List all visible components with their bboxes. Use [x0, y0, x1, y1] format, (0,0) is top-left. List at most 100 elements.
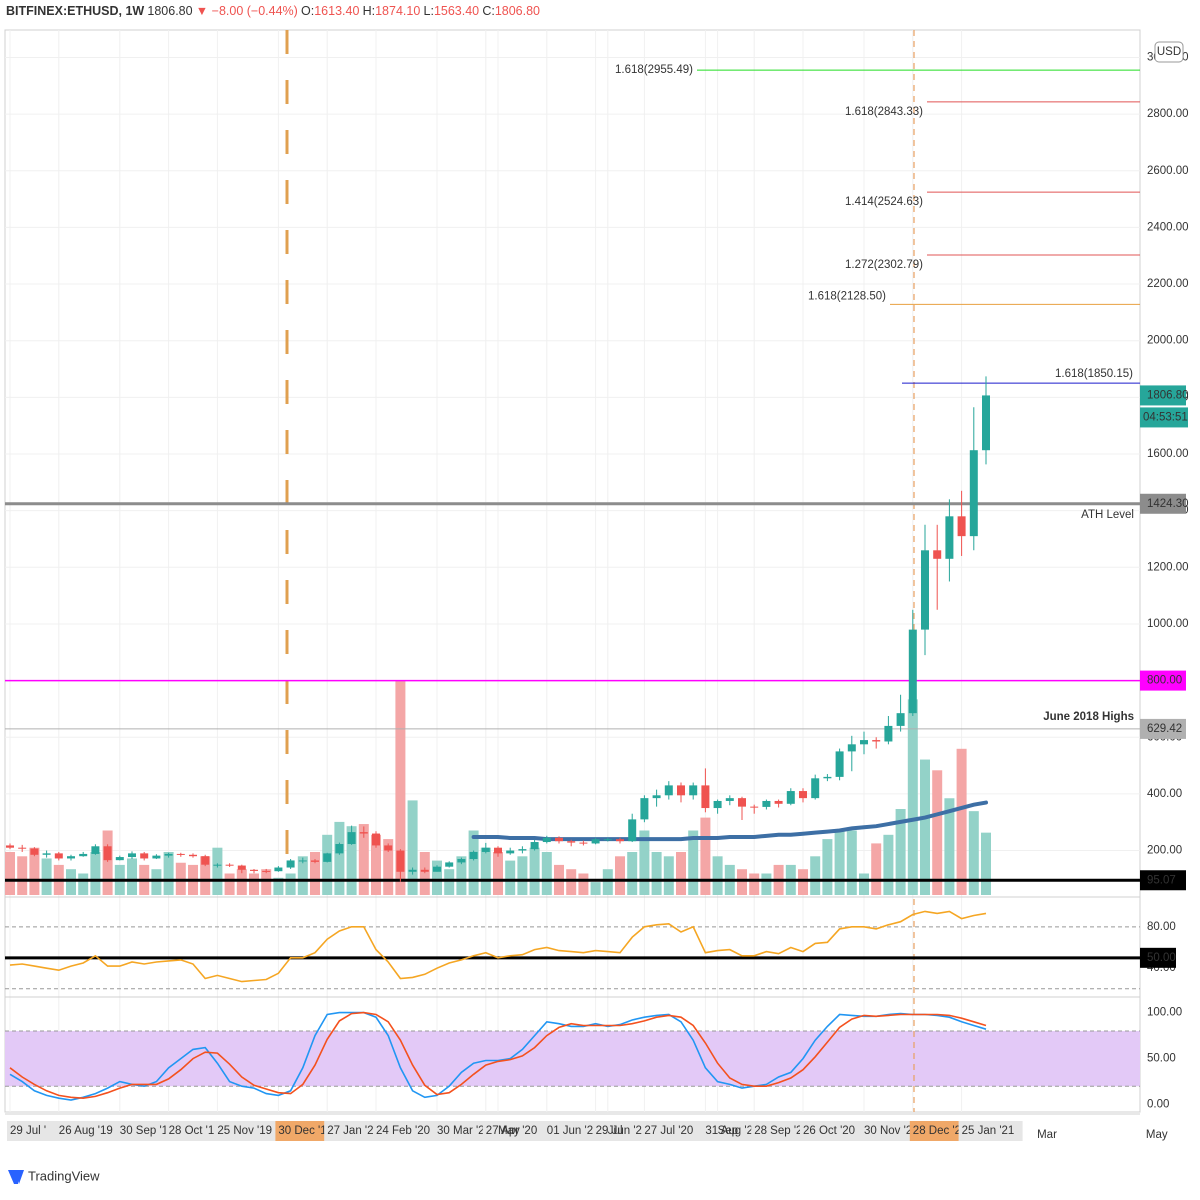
volume-bar: [41, 858, 52, 895]
volume-bar: [127, 858, 137, 895]
countdown-tag: [1140, 407, 1188, 428]
candle-body: [176, 853, 185, 855]
x-tick-label: 29 Jun '20: [596, 1125, 649, 1137]
volume-bar: [224, 873, 235, 895]
volume-bar: [517, 856, 528, 895]
volume-bar: [395, 680, 406, 895]
y-tick-label: 2600.00: [1147, 165, 1189, 177]
date-label-bg: [751, 1121, 816, 1141]
x-tick-label: 30 Mar '20: [437, 1125, 491, 1137]
y-tick-label: 1000.00: [1147, 618, 1189, 630]
candle-body: [408, 869, 417, 872]
volume-bar: [273, 877, 284, 895]
x-tick-label: 27 Apr '20: [486, 1125, 537, 1137]
volume-bar: [261, 869, 272, 895]
price-tag-label: 1424.30: [1147, 498, 1189, 510]
volume-bar: [798, 869, 808, 895]
volume-bar: [78, 873, 89, 895]
candle-body: [494, 847, 502, 854]
candle-body: [591, 839, 600, 844]
price-tag-label: 50.00: [1147, 952, 1176, 964]
volume-bar: [383, 839, 394, 895]
candle-body: [91, 846, 100, 854]
candle-body: [896, 713, 905, 726]
candle-body: [433, 866, 441, 872]
candle-body: [323, 853, 332, 862]
candle-body: [640, 798, 649, 820]
x-tick-label: Jul: [608, 1125, 623, 1137]
x-tick-label: 30 Dec '19: [278, 1125, 333, 1137]
candle-body: [298, 860, 307, 862]
level-label: 1.618(2843.33): [845, 106, 923, 118]
candle-body: [982, 395, 990, 451]
volume-bar: [932, 770, 943, 895]
x-tick-label: 27 Jan '20: [327, 1125, 380, 1137]
ohlc-key: C:: [482, 4, 495, 18]
volume-bar: [712, 856, 723, 895]
ohlc-key: H:: [363, 4, 376, 18]
indicator-line: [9, 1011, 987, 1100]
level-note: June 2018 Highs: [1043, 711, 1134, 723]
candle-body: [115, 857, 124, 861]
date-label-bg: [434, 1121, 498, 1141]
volume-bar: [358, 824, 369, 895]
volume-bar: [846, 830, 857, 895]
candle-body: [811, 778, 820, 799]
candle-body: [677, 785, 685, 796]
price-tag-label: 629.42: [1147, 723, 1182, 735]
x-tick-label: 28 Dec '20: [913, 1125, 968, 1137]
ohlc-value: 1806.80: [495, 4, 540, 18]
price-tag: [1140, 493, 1186, 514]
candle-body: [555, 837, 563, 842]
candle-body: [372, 833, 380, 846]
volume-bar: [480, 847, 491, 895]
x-tick-label: Mar: [1037, 1129, 1057, 1141]
candle-body: [6, 845, 14, 848]
volume-bar: [419, 852, 430, 895]
x-tick-label: Sep: [718, 1125, 738, 1137]
volume-bar: [871, 843, 882, 895]
y-tick-label: 100.00: [1147, 1007, 1182, 1019]
candle-body: [128, 853, 136, 858]
y-tick-label: 2400.00: [1147, 221, 1189, 233]
volume-bar: [297, 856, 308, 895]
candle-body: [750, 806, 759, 808]
candle-body: [79, 853, 88, 857]
candle-body: [457, 859, 466, 863]
logo-icon: [8, 1170, 24, 1184]
y-tick-label: 0.00: [1147, 1099, 1169, 1111]
symbol: BITFINEX:ETHUSD, 1W: [6, 4, 144, 18]
volume-bar: [810, 856, 821, 895]
volume-bar: [615, 856, 625, 895]
y-tick-label: 80.00: [1147, 921, 1176, 933]
candle-body: [518, 849, 527, 851]
last: 1806.80: [147, 4, 192, 18]
date-label-bg: [592, 1121, 657, 1141]
y-tick-label: 2000.00: [1147, 335, 1189, 347]
volume-bar: [5, 852, 15, 895]
volume-bar: [90, 852, 101, 895]
volume-bar: [346, 826, 357, 895]
y-tick-label: 50.00: [1147, 1053, 1176, 1065]
date-label-bg: [702, 1121, 767, 1141]
x-tick-label: 28 Sep '20: [754, 1125, 809, 1137]
volume-bar: [444, 869, 455, 895]
price-tag: [1140, 870, 1186, 891]
volume-bar: [920, 759, 930, 895]
candle-body: [664, 785, 673, 796]
y-tick-label: 1600.00: [1147, 448, 1189, 460]
candle-body: [860, 740, 868, 745]
date-label-bg: [324, 1121, 389, 1141]
candle-body: [347, 832, 356, 845]
currency-badge: [1154, 41, 1184, 63]
level-label: 1.618(2128.50): [808, 290, 886, 302]
candle-body: [847, 744, 856, 752]
volume-bar: [956, 748, 967, 895]
volume-bar: [651, 852, 662, 895]
date-label-bg: [116, 1121, 181, 1141]
date-label-bg: [55, 1121, 120, 1141]
y-tick-label: 2800.00: [1147, 108, 1189, 120]
volume-bar: [663, 856, 674, 895]
x-tick-label: May: [1146, 1129, 1168, 1141]
band-fill: [5, 1031, 1140, 1087]
